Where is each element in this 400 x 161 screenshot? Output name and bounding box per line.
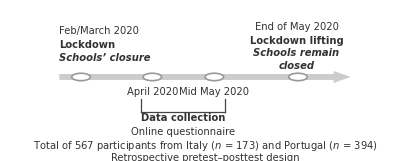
Text: Lockdown lifting: Lockdown lifting [250,36,343,46]
Text: Data collection: Data collection [141,113,226,123]
Text: Feb/March 2020: Feb/March 2020 [59,26,139,36]
Circle shape [289,73,307,81]
Text: Total of 567 participants from Italy ($n$ = 173) and Portugal ($n$ = 394): Total of 567 participants from Italy ($n… [32,139,378,153]
Text: Mid May 2020: Mid May 2020 [179,87,249,97]
Circle shape [72,73,90,81]
Circle shape [205,73,224,81]
Text: End of May 2020: End of May 2020 [254,22,338,32]
Polygon shape [59,71,351,83]
Text: Schools remain: Schools remain [253,48,340,58]
Text: closed: closed [278,61,314,71]
Text: Lockdown: Lockdown [59,40,116,50]
Text: Schools’ closure: Schools’ closure [59,53,151,63]
Text: April 2020: April 2020 [127,87,178,97]
Text: Online questionnaire: Online questionnaire [131,127,235,137]
Circle shape [143,73,162,81]
Text: Retrospective pretest–posttest design: Retrospective pretest–posttest design [111,153,299,161]
